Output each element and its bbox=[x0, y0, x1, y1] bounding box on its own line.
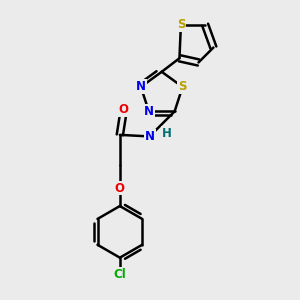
Text: O: O bbox=[115, 182, 125, 195]
Text: N: N bbox=[136, 80, 146, 93]
Text: N: N bbox=[145, 130, 154, 143]
Text: S: S bbox=[178, 80, 187, 93]
Text: Cl: Cl bbox=[113, 268, 126, 281]
Text: S: S bbox=[177, 18, 185, 31]
Text: N: N bbox=[144, 105, 154, 118]
Text: H: H bbox=[162, 127, 172, 140]
Text: O: O bbox=[119, 103, 129, 116]
